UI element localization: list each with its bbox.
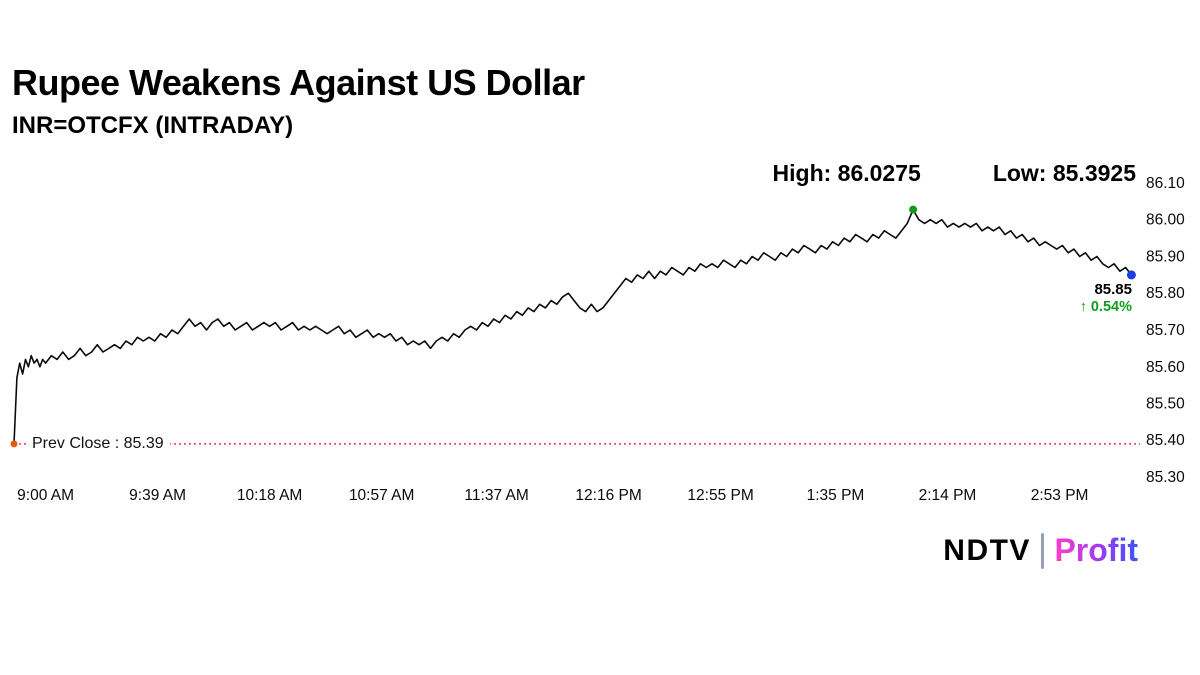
x-tick-label: 9:39 AM (129, 487, 186, 504)
x-tick-label: 2:53 PM (1031, 487, 1089, 504)
x-tick-label: 11:37 AM (464, 487, 528, 504)
y-tick-label: 85.70 (1146, 322, 1185, 339)
high-value-label: High: 86.0275 (772, 160, 921, 186)
high-dot (909, 205, 918, 214)
y-tick-label: 85.90 (1146, 249, 1185, 266)
y-tick-label: 85.50 (1146, 396, 1185, 413)
low-value-label: Low: 85.3925 (992, 160, 1136, 186)
y-tick-label: 85.60 (1146, 359, 1185, 376)
chart-header: Rupee Weakens Against US Dollar INR=OTCF… (12, 62, 585, 140)
x-tick-label: 12:55 PM (687, 487, 753, 504)
price-line (13, 208, 1133, 445)
y-tick-label: 85.40 (1146, 432, 1185, 449)
price-change-label: ↑ 0.54% (1079, 299, 1132, 315)
y-tick-label: 86.10 (1146, 175, 1185, 192)
x-tick-label: 9:00 AM (17, 487, 74, 504)
chart-title: Rupee Weakens Against US Dollar (12, 62, 585, 103)
x-tick-label: 10:57 AM (349, 487, 415, 504)
ndtv-profit-logo: NDTV Profit (943, 532, 1138, 569)
prev-close-dot (10, 440, 18, 448)
x-tick-label: 2:14 PM (919, 487, 977, 504)
chart-subtitle: INR=OTCFX (INTRADAY) (12, 112, 294, 139)
y-tick-label: 85.30 (1146, 469, 1185, 486)
y-tick-label: 85.80 (1146, 285, 1185, 302)
last-dot (1126, 270, 1136, 280)
last-price-label: 85.85 (1094, 281, 1132, 298)
x-tick-label: 1:35 PM (807, 487, 865, 504)
y-tick-label: 86.00 (1146, 212, 1185, 229)
logo-divider-bar (1040, 532, 1045, 569)
prev-close-label: Prev Close : 85.39 (26, 434, 170, 453)
high-low-row: High: 86.0275 Low: 85.3925 (773, 160, 1136, 187)
x-tick-label: 12:16 PM (575, 487, 641, 504)
x-tick-label: 10:18 AM (237, 487, 303, 504)
profit-wordmark: Profit (1054, 532, 1138, 568)
ndtv-wordmark: NDTV (943, 533, 1031, 567)
